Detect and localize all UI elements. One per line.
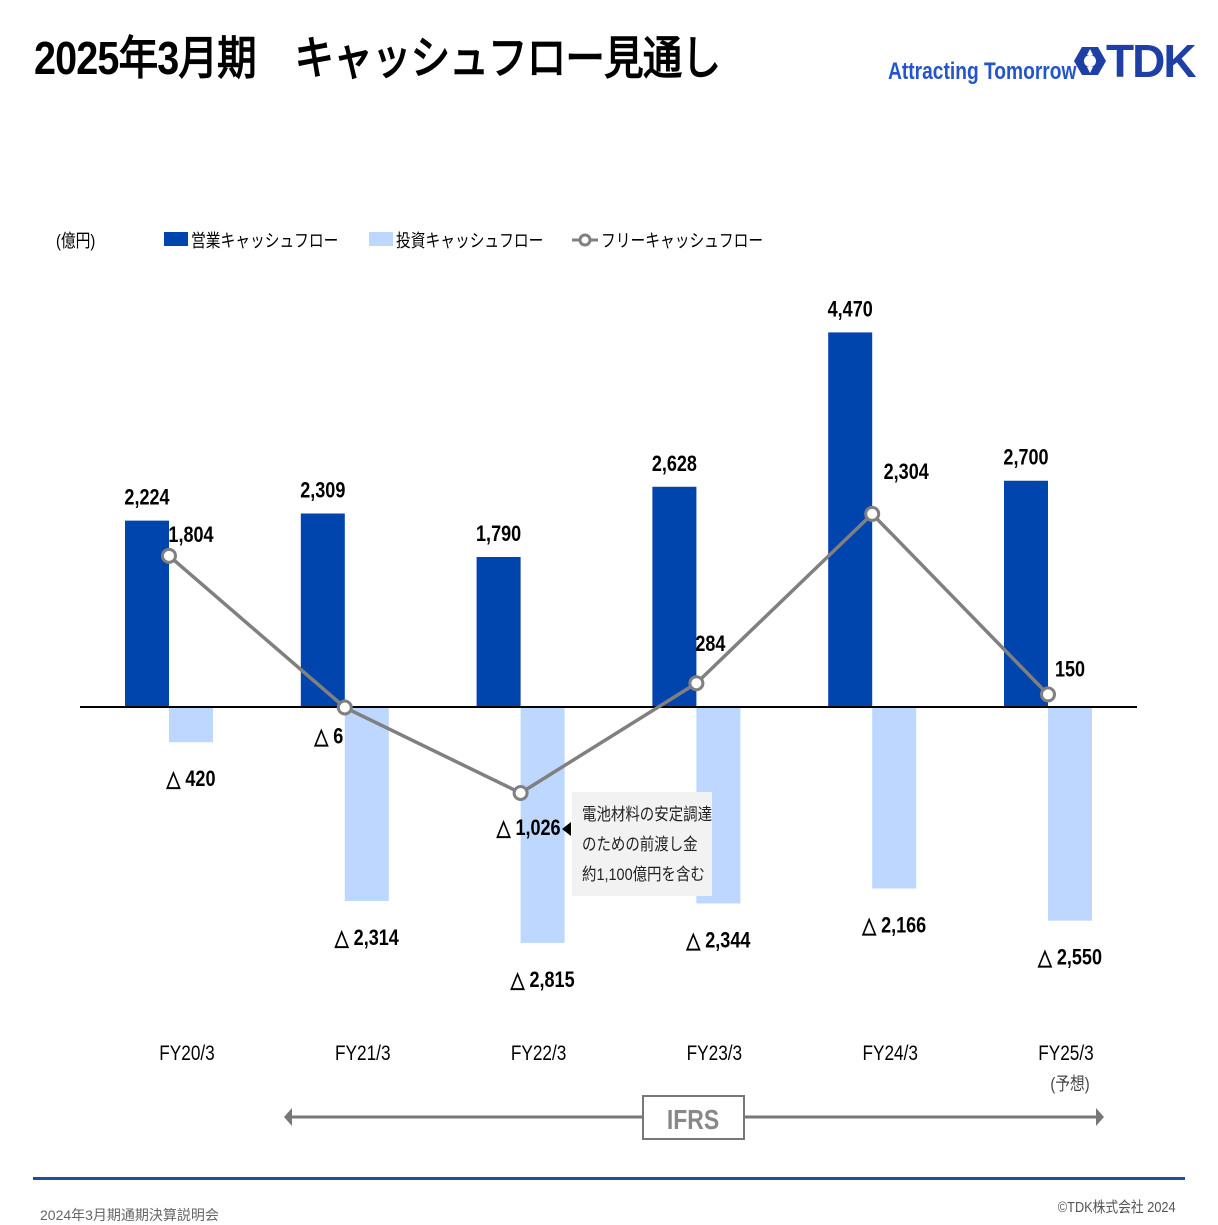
legend-label-free: フリーキャッシュフロー [601,232,763,252]
page-title: 2025年3月期 キャッシュフロー見通し [34,32,721,84]
data-label-free: △ 1,026 [496,816,561,840]
point-free [161,547,177,564]
tagline: Attracting Tomorrow [888,58,1077,85]
logo-text: TDK [1106,35,1197,87]
data-label-investing: △ 2,344 [686,929,752,953]
legend-swatch-operating [164,232,188,246]
legend-swatch-investing [369,232,393,246]
bar-investing [520,707,565,943]
data-label-free: △ 6 [313,725,343,749]
point-free [864,505,881,522]
data-label-free: 150 [1055,658,1085,682]
data-label-operating: 1,790 [476,522,521,546]
legend-label-investing: 投資キャッシュフロー [396,232,543,252]
annotation-pointer-icon [562,822,571,836]
x-tick-label: FY24/3 [862,1043,917,1066]
annotation-line: 電池材料の安定調達 [582,805,713,824]
data-label-investing: △ 2,314 [334,926,400,950]
annotation-line: のための前渡し金 [582,835,698,854]
bar-operating [652,486,697,707]
data-label-free: 284 [695,633,726,657]
data-label-operating: 4,470 [828,298,873,322]
x-tick-label: FY22/3 [511,1043,566,1066]
bar-operating [300,513,345,707]
bar-investing [1048,707,1092,921]
data-label-investing: △ 2,815 [510,968,575,992]
legend-label-operating: 営業キャッシュフロー [191,232,338,252]
series-line-free [167,511,1050,795]
x-tick-label: FY20/3 [159,1043,214,1066]
tdk-logo-icon [1074,47,1106,75]
data-label-operating: 2,628 [652,452,697,476]
bar-operating [476,556,521,707]
data-label-free: 1,804 [168,523,214,547]
point-free [688,675,705,692]
point-free [1040,686,1056,703]
point-free [512,784,529,801]
ifrs-arrow-left-icon [284,1108,292,1126]
footer-divider [33,1177,1185,1180]
unit-label: (億円) [56,232,95,252]
data-label-operating: 2,309 [300,479,345,503]
ifrs-label: IFRS [667,1105,719,1136]
bar-operating [1004,480,1048,707]
annotation-box: 電池材料の安定調達 のための前渡し金 約1,100億円を含む [572,792,712,896]
x-tick-label: FY25/3 [1038,1043,1093,1066]
x-tick-label: FY21/3 [335,1043,390,1066]
cashflow-chart: (億円) 営業キャッシュフロー 投資キャッシュフロー フリーキャッシュフロー 2,224… [56,232,1137,1140]
legend-marker-free [578,233,592,247]
x-tick-note: (予想) [1050,1075,1089,1095]
ifrs-arrow-right-icon [1096,1108,1104,1126]
x-tick-label: FY23/3 [687,1043,742,1066]
data-label-investing: △ 2,550 [1037,946,1102,970]
data-label-operating: 2,700 [1003,446,1048,470]
footer-copyright: ©TDK株式会社 2024 [1058,1199,1176,1216]
data-label-operating: 2,224 [124,486,170,510]
bar-investing [872,707,917,889]
bar-investing [344,707,389,901]
bar-investing [169,707,213,743]
data-label-investing: △ 420 [166,768,216,792]
ifrs-box [642,1095,745,1140]
bar-operating [125,520,169,707]
point-free [336,699,353,716]
annotation-line: 約1,100億円を含む [582,865,705,884]
data-label-free: 2,304 [884,460,930,484]
data-label-investing: △ 2,166 [861,914,926,938]
footer-event: 2024年3月期通期決算説明会 [40,1207,219,1223]
